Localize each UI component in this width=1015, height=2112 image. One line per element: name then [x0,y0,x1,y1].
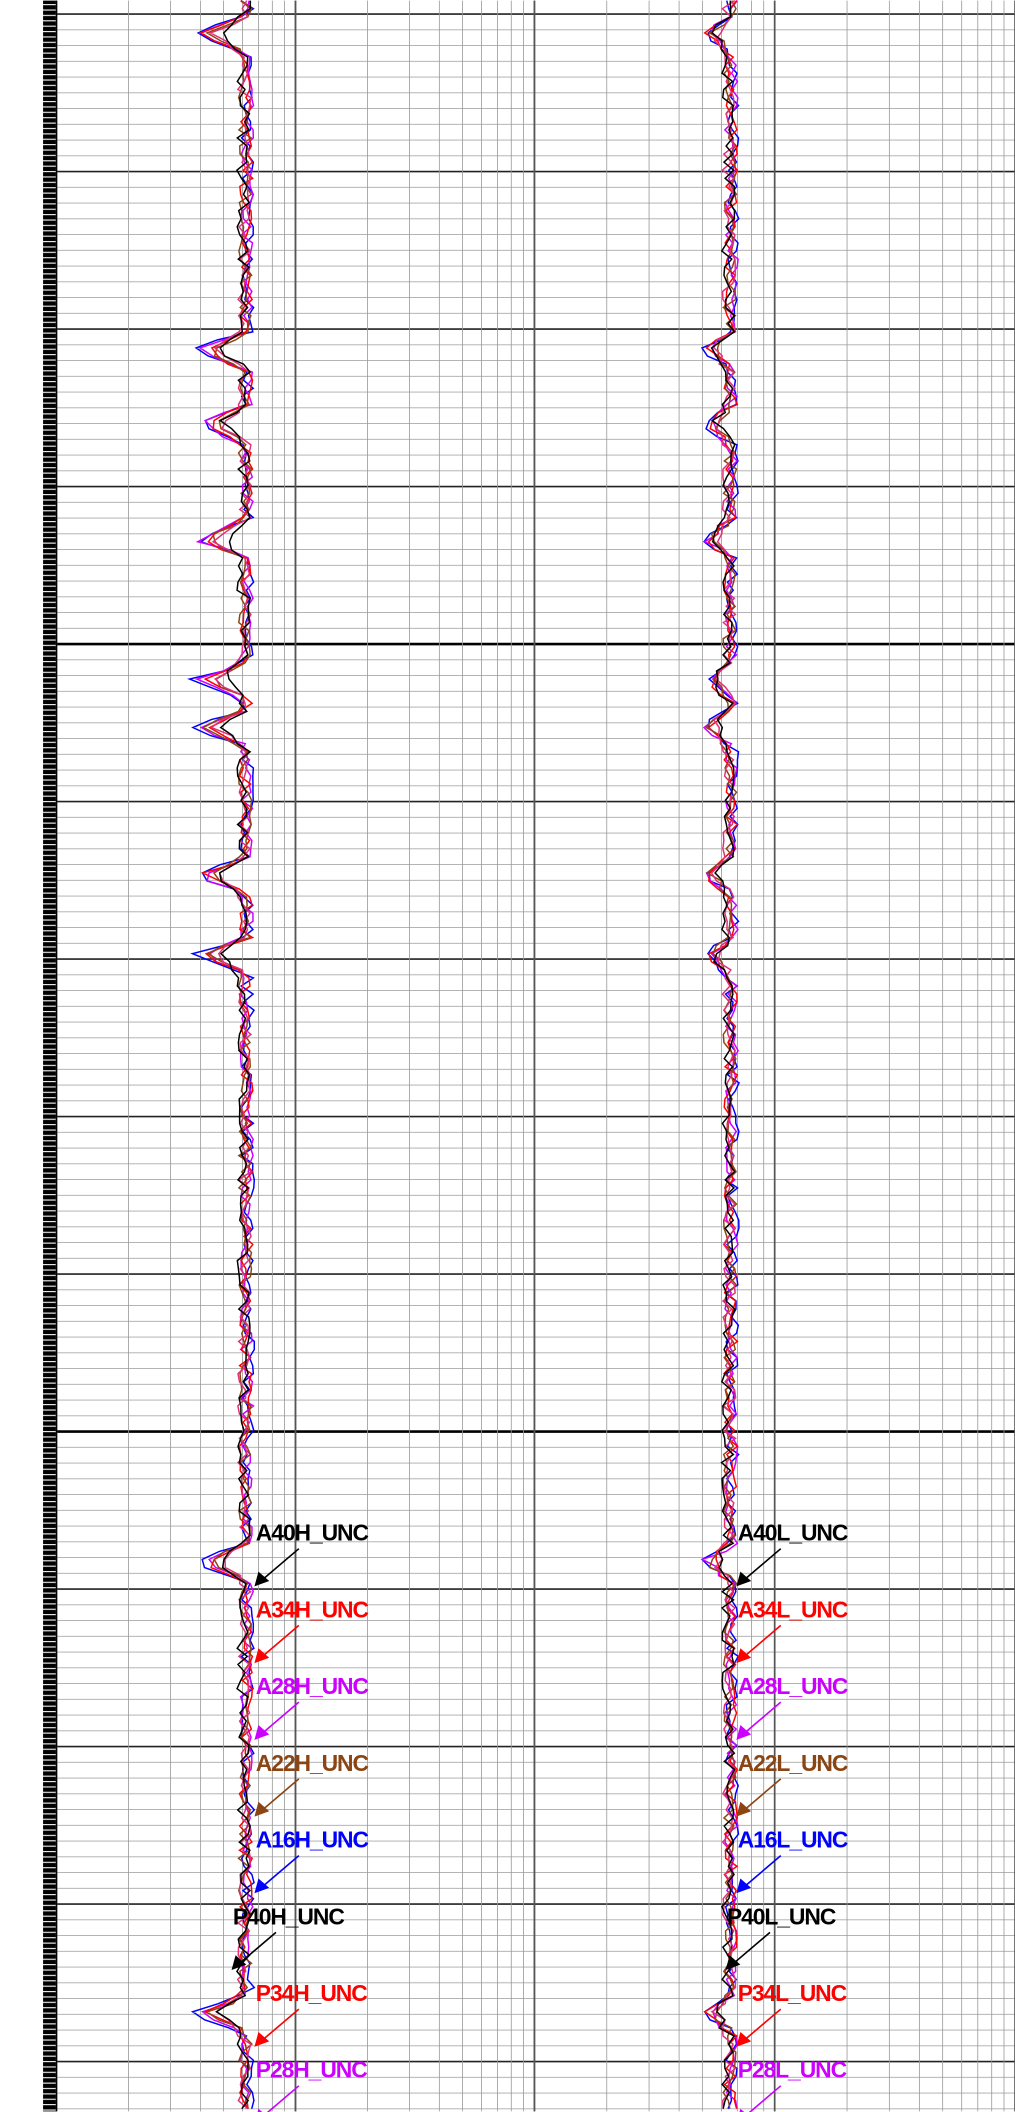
arrow-head [736,1648,752,1664]
arrow-head [231,1955,247,1971]
log-curve [700,0,740,2109]
curve-label: A40H_UNC [256,1520,369,1546]
log-curve [199,0,255,2110]
arrow-head [736,1725,752,1740]
arrow-head [254,1725,270,1740]
label-arrow [261,1701,300,1734]
label-arrow [743,1624,782,1657]
arrow-head [254,1648,270,1664]
label-arrow [743,1548,782,1581]
curve-label: P40H_UNC [233,1903,344,1929]
curve-label: A16H_UNC [256,1827,369,1853]
label-arrow [743,2008,782,2041]
curve-label: P34L_UNC [738,1980,847,2006]
curve-label: A28L_UNC [738,1673,848,1699]
curve-label: A22L_UNC [738,1750,848,1776]
arrow-head [254,1571,270,1587]
log-curve [208,0,253,2110]
curve-label: A22H_UNC [256,1750,369,1776]
arrow-head [739,2108,745,2112]
grid [55,0,1015,2112]
label-arrow [743,1778,782,1811]
curves [187,0,740,2110]
arrow-head [736,1571,752,1587]
arrow-head [736,1878,752,1894]
label-arrow [261,1624,300,1657]
curve-label: A28H_UNC [256,1673,369,1699]
curve-labels: A40H_UNC A34H_UNC A28H_UNC A22H_UNC A16H_UNC… [231,1520,849,2112]
arrow-head [257,2108,263,2112]
label-arrow [261,1548,300,1581]
log-curve [215,0,252,2110]
arrow-head [725,1955,741,1971]
depth-strip [43,0,57,2112]
arrow-head [254,1878,270,1894]
arrow-head [254,1801,270,1817]
label-arrow [743,1701,782,1734]
curve-label: A16L_UNC [738,1827,848,1853]
label-arrow [261,1855,300,1888]
label-arrow [239,1931,277,1964]
log-curve [194,0,255,2109]
log-curve [710,0,737,2109]
label-arrow [261,2008,300,2041]
curve-label: P28L_UNC [738,2057,847,2083]
curve-label: A34H_UNC [256,1596,369,1622]
curve-label: P40L_UNC [727,1903,836,1929]
curve-label: A34L_UNC [738,1596,848,1622]
curve-label: P34H_UNC [256,1980,367,2006]
label-arrow [266,2085,300,2112]
label-arrow [743,1855,782,1888]
label-arrow [261,1778,300,1811]
arrow-head [254,2031,270,2047]
curve-label: A40L_UNC [738,1520,848,1546]
log-curve [710,0,736,2109]
arrow-head [736,2031,752,2047]
arrow-head [736,1801,752,1817]
label-arrow [733,1931,771,1964]
curve-label: P28H_UNC [256,2057,367,2083]
